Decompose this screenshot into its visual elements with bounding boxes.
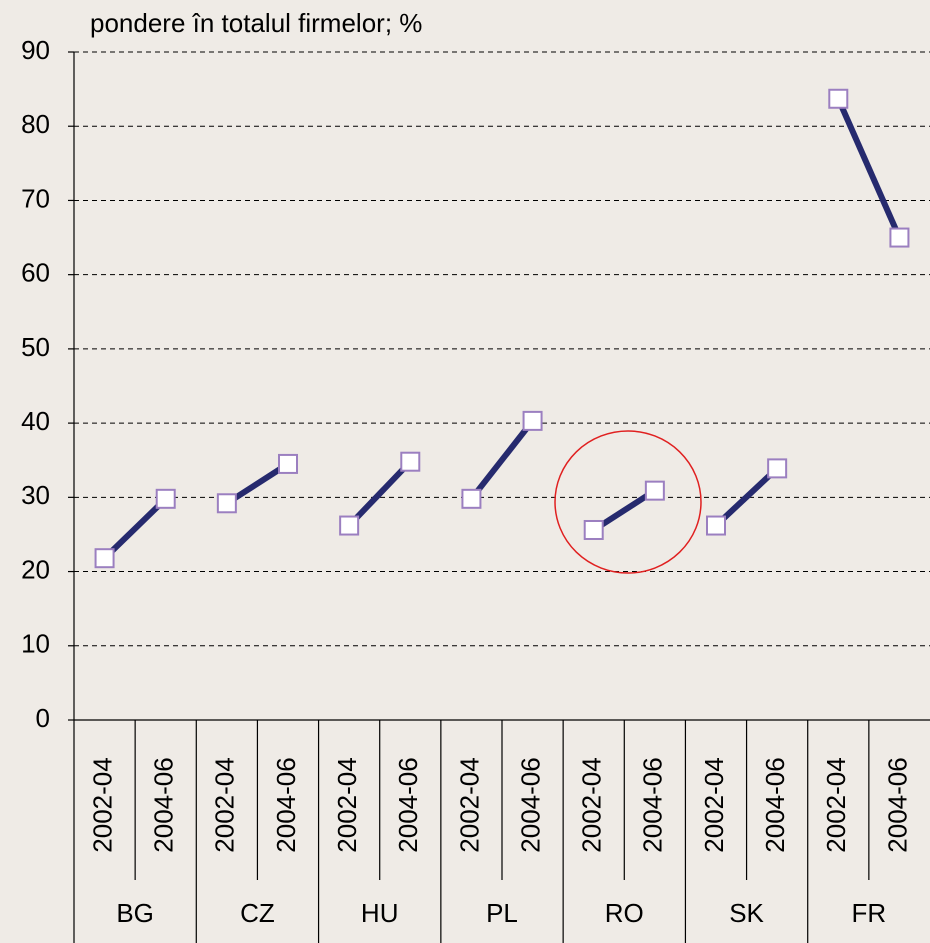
x-tick-label: 2004-06 bbox=[393, 757, 423, 852]
y-tick-label: 50 bbox=[21, 332, 50, 362]
group-label: PL bbox=[486, 898, 518, 928]
x-tick-label: 2004-06 bbox=[149, 757, 179, 852]
group-label: FR bbox=[852, 898, 887, 928]
marker bbox=[889, 227, 910, 248]
chart-title: pondere în totalul firmelor; % bbox=[90, 8, 422, 38]
marker bbox=[583, 519, 604, 540]
line-segment bbox=[102, 496, 168, 561]
x-tick-label: 2004-06 bbox=[271, 757, 301, 852]
marker bbox=[400, 451, 421, 472]
group-label: HU bbox=[361, 898, 399, 928]
marker bbox=[767, 458, 788, 479]
y-tick-label: 80 bbox=[21, 109, 50, 139]
x-tick-label: 2002-04 bbox=[454, 757, 484, 852]
marker bbox=[278, 453, 298, 474]
marker bbox=[339, 515, 360, 536]
group-label: RO bbox=[605, 898, 644, 928]
marker bbox=[461, 488, 482, 509]
x-tick-label: 2002-04 bbox=[699, 757, 729, 852]
group-label: CZ bbox=[240, 898, 275, 928]
marker bbox=[94, 548, 115, 569]
y-tick-label: 10 bbox=[21, 629, 50, 659]
x-tick-label: 2002-04 bbox=[210, 757, 240, 852]
line-segment bbox=[835, 97, 903, 239]
y-tick-label: 90 bbox=[21, 35, 50, 65]
line-segment bbox=[225, 461, 290, 506]
x-tick-label: 2002-04 bbox=[87, 757, 117, 852]
marker bbox=[644, 480, 665, 501]
marker bbox=[216, 493, 237, 514]
group-label: BG bbox=[116, 898, 154, 928]
line-segment bbox=[713, 466, 780, 528]
x-tick-label: 2002-04 bbox=[577, 757, 607, 852]
marker bbox=[706, 515, 726, 536]
marker bbox=[522, 410, 543, 431]
x-tick-label: 2004-06 bbox=[515, 757, 545, 852]
line-segment bbox=[469, 419, 535, 501]
x-tick-label: 2002-04 bbox=[332, 757, 362, 852]
marker bbox=[155, 488, 176, 509]
y-tick-label: 70 bbox=[21, 183, 50, 213]
y-tick-label: 20 bbox=[21, 554, 50, 584]
highlight-circle bbox=[554, 430, 702, 574]
y-tick-label: 60 bbox=[21, 258, 50, 288]
y-tick-label: 0 bbox=[36, 703, 50, 733]
x-tick-label: 2002-04 bbox=[821, 757, 851, 852]
line-segment bbox=[346, 459, 413, 528]
group-label: SK bbox=[729, 898, 764, 928]
x-tick-label: 2004-06 bbox=[882, 757, 912, 852]
x-tick-label: 2004-06 bbox=[638, 757, 668, 852]
y-tick-label: 40 bbox=[21, 406, 50, 436]
marker bbox=[828, 88, 849, 109]
y-tick-label: 30 bbox=[21, 480, 50, 510]
x-tick-label: 2004-06 bbox=[760, 757, 790, 852]
line-segment bbox=[592, 488, 657, 533]
